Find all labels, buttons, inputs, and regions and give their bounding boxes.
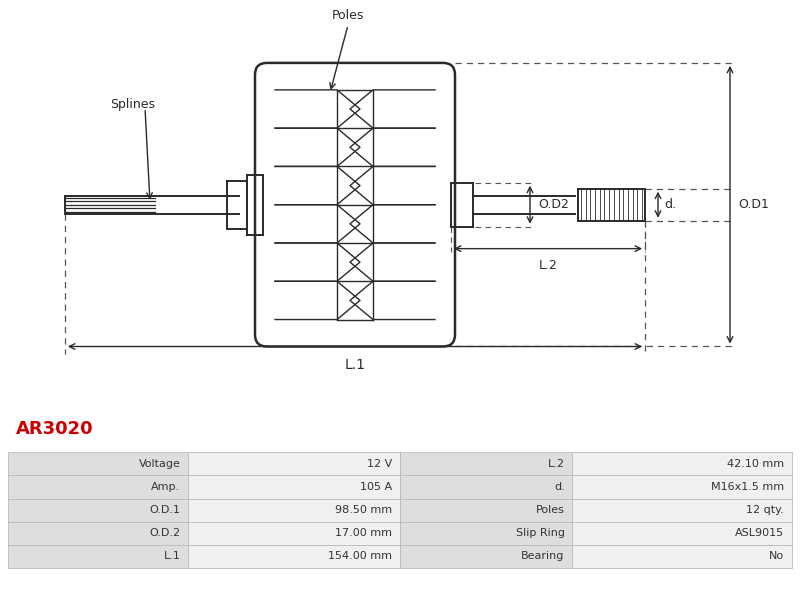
Text: Poles: Poles <box>332 9 364 22</box>
Text: No: No <box>769 552 784 561</box>
Bar <box>400 545 573 568</box>
Text: O.D.1: O.D.1 <box>150 505 181 515</box>
Text: 154.00 mm: 154.00 mm <box>328 552 392 561</box>
Text: Splines: Splines <box>110 98 155 111</box>
Bar <box>400 498 573 522</box>
Text: d.: d. <box>554 482 565 492</box>
Bar <box>188 522 400 545</box>
Text: L.2: L.2 <box>548 459 565 469</box>
Text: L.2: L.2 <box>538 259 558 272</box>
Bar <box>188 452 400 475</box>
FancyBboxPatch shape <box>255 63 455 346</box>
Text: AR3020: AR3020 <box>16 420 94 437</box>
Text: O.D.2: O.D.2 <box>150 528 181 538</box>
Text: 12 V: 12 V <box>367 459 392 469</box>
Text: O.D1: O.D1 <box>738 198 769 211</box>
Text: 12 qty.: 12 qty. <box>746 505 784 515</box>
Text: L.1: L.1 <box>164 552 181 561</box>
Bar <box>8 452 188 475</box>
Text: Voltage: Voltage <box>138 459 181 469</box>
Bar <box>8 522 188 545</box>
Bar <box>573 475 792 498</box>
Text: 105 A: 105 A <box>360 482 392 492</box>
Text: Bearing: Bearing <box>522 552 565 561</box>
Bar <box>573 522 792 545</box>
Text: 42.10 mm: 42.10 mm <box>727 459 784 469</box>
Bar <box>400 452 573 475</box>
Bar <box>400 475 573 498</box>
Bar <box>400 522 573 545</box>
Text: 98.50 mm: 98.50 mm <box>335 505 392 515</box>
Bar <box>8 545 188 568</box>
Bar <box>573 498 792 522</box>
Text: 17.00 mm: 17.00 mm <box>335 528 392 538</box>
Text: L.1: L.1 <box>345 359 366 372</box>
Text: Amp.: Amp. <box>151 482 181 492</box>
Bar <box>188 545 400 568</box>
Text: Poles: Poles <box>536 505 565 515</box>
Text: ASL9015: ASL9015 <box>735 528 784 538</box>
Bar <box>8 475 188 498</box>
Bar <box>573 545 792 568</box>
Text: d.: d. <box>664 198 676 211</box>
Text: M16x1.5 mm: M16x1.5 mm <box>711 482 784 492</box>
Bar <box>188 475 400 498</box>
Text: Slip Ring: Slip Ring <box>516 528 565 538</box>
Bar <box>188 498 400 522</box>
Bar <box>8 498 188 522</box>
Bar <box>573 452 792 475</box>
Text: O.D2: O.D2 <box>538 198 569 211</box>
